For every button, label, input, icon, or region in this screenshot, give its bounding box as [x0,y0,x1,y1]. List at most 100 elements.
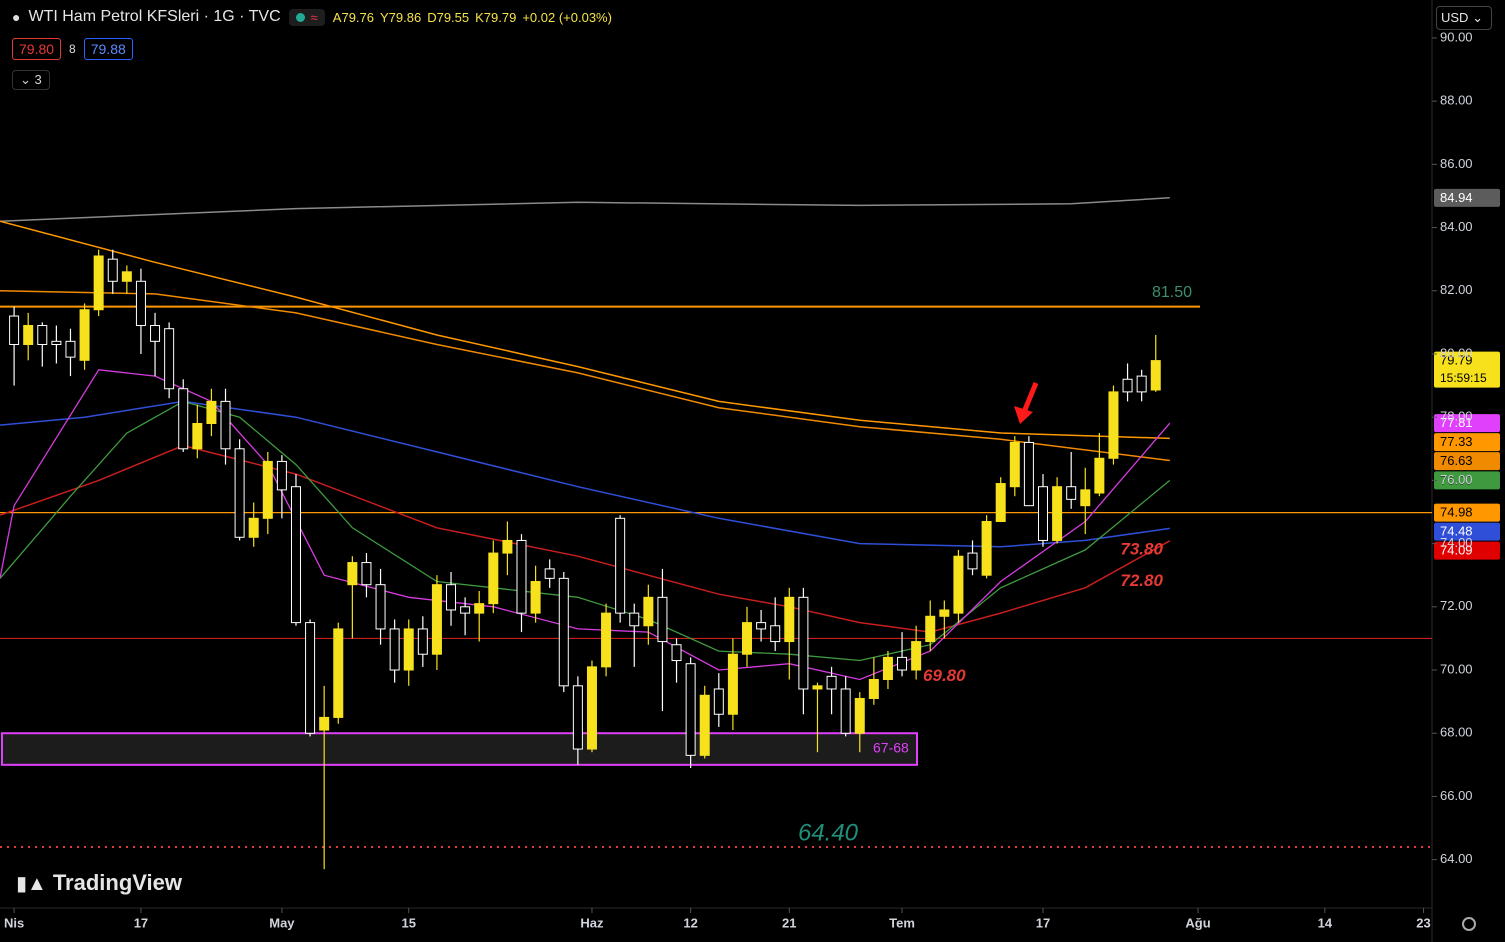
candle-body [248,517,259,538]
candle-body [981,520,992,576]
gear[interactable] [1462,917,1476,931]
candle-body [629,612,640,627]
candle-body [558,577,569,687]
price-badge [1434,188,1500,207]
indicators-toggle[interactable]: ⌄ 3 [12,70,50,90]
symbol-title[interactable]: WTI Ham Petrol KFSleri · 1G · TVC [28,8,281,25]
annotation: 73.80 [1120,539,1163,558]
y-tick-label: 86.00 [1440,156,1473,171]
candle-body [798,596,809,690]
y-tick-label: 84.00 [1440,219,1473,234]
status-icon: ≈ [310,9,318,25]
x-tick-label: 17 [1036,915,1050,930]
candle-body [79,309,90,361]
candle-body [107,258,118,282]
y-tick-label: 88.00 [1440,93,1473,108]
level-label: 81.50 [1152,284,1192,301]
spread: 8 [69,42,76,56]
x-tick-label: Ağu [1185,915,1210,930]
candle-body [446,584,457,611]
ma-line [0,290,1170,462]
y-tick-label: 78.00 [1440,409,1473,424]
candle-body [911,641,922,671]
candle-body [1037,486,1048,541]
currency-button[interactable]: USD ⌄ [1436,6,1492,30]
support-zone [1,732,918,766]
candle-body [713,688,724,715]
candle-body [431,584,442,655]
market-open-dot [295,12,305,22]
candle-body [460,606,471,614]
y-tick-label: 64.00 [1440,851,1473,866]
candle-body [1122,378,1133,393]
arrow-head [1014,406,1033,424]
countdown: 15:59:15 [1440,371,1487,385]
candle-body [657,596,668,643]
candle-body [643,596,654,627]
candle-body [685,663,696,756]
candle-body [65,340,76,358]
x-tick-label: 15 [402,915,416,930]
candle-body [1009,441,1020,488]
candle-body [784,596,795,643]
candle-body [93,255,104,311]
candle-body [756,622,767,630]
candle-body [699,694,710,756]
indicators-count: 3 [34,72,42,87]
buy-button[interactable]: 79.88 [83,38,133,60]
header: ● WTI Ham Petrol KFSleri · 1G · TVC ≈ A7… [12,8,612,26]
candle-body [474,603,485,614]
price-badge [1434,541,1500,560]
x-tick-label: 17 [134,915,148,930]
price-badge [1434,414,1500,433]
ma-line [0,197,1170,222]
x-tick-label: Haz [580,915,604,930]
ma-line [0,400,1171,662]
candle-body [939,609,950,617]
candle-body [1136,375,1147,393]
open-value: A79.76 [332,9,374,25]
candle-body [403,628,414,671]
y-tick-label: 66.00 [1440,788,1473,803]
x-tick-label: Tem [889,915,915,930]
candle-body [572,685,583,750]
candle-body [586,666,597,750]
candle-body [192,423,203,450]
candle-body [9,315,20,345]
x-tick-label: 14 [1318,915,1333,930]
candle-body [417,628,428,655]
candle-body [51,340,62,345]
candle-body [150,325,161,342]
price-badge-label: 79.79 [1440,353,1473,368]
candle-body [234,448,245,538]
candle-body [1108,391,1119,459]
price-badge [1434,433,1500,452]
status[interactable]: ≈ [288,8,325,26]
price-badge-label: 76.00 [1440,472,1473,487]
sell-button[interactable]: 79.80 [12,38,62,60]
settings-icon[interactable] [1462,917,1476,931]
low-value: D79.55 [427,9,470,25]
y-tick-label: 90.00 [1440,29,1473,44]
candle-body [305,622,316,734]
candle-body [135,280,146,327]
y-tick-label: 80.00 [1440,345,1473,360]
zone-label: 67-68 [873,740,909,756]
candle-body [742,622,753,655]
high-value: Y79.86 [380,9,422,25]
candle-body [262,460,273,519]
y-tick-label: 76.00 [1440,472,1473,487]
price-badge [1434,351,1500,388]
ohlc: A79.76 Y79.86 D79.55 K79.79 +0.02 (+0.03… [333,10,612,25]
brand-name: TradingView [52,870,182,895]
candles-layer [9,249,1161,870]
candle-body [897,656,908,671]
price-badge-label: 77.33 [1440,434,1473,449]
y-tick-label: 74.00 [1440,535,1473,550]
candle-body [361,562,372,586]
close-value: K79.79 [475,9,517,25]
candle-body [290,486,301,624]
trade-row: 79.80 8 79.88 [12,38,133,60]
